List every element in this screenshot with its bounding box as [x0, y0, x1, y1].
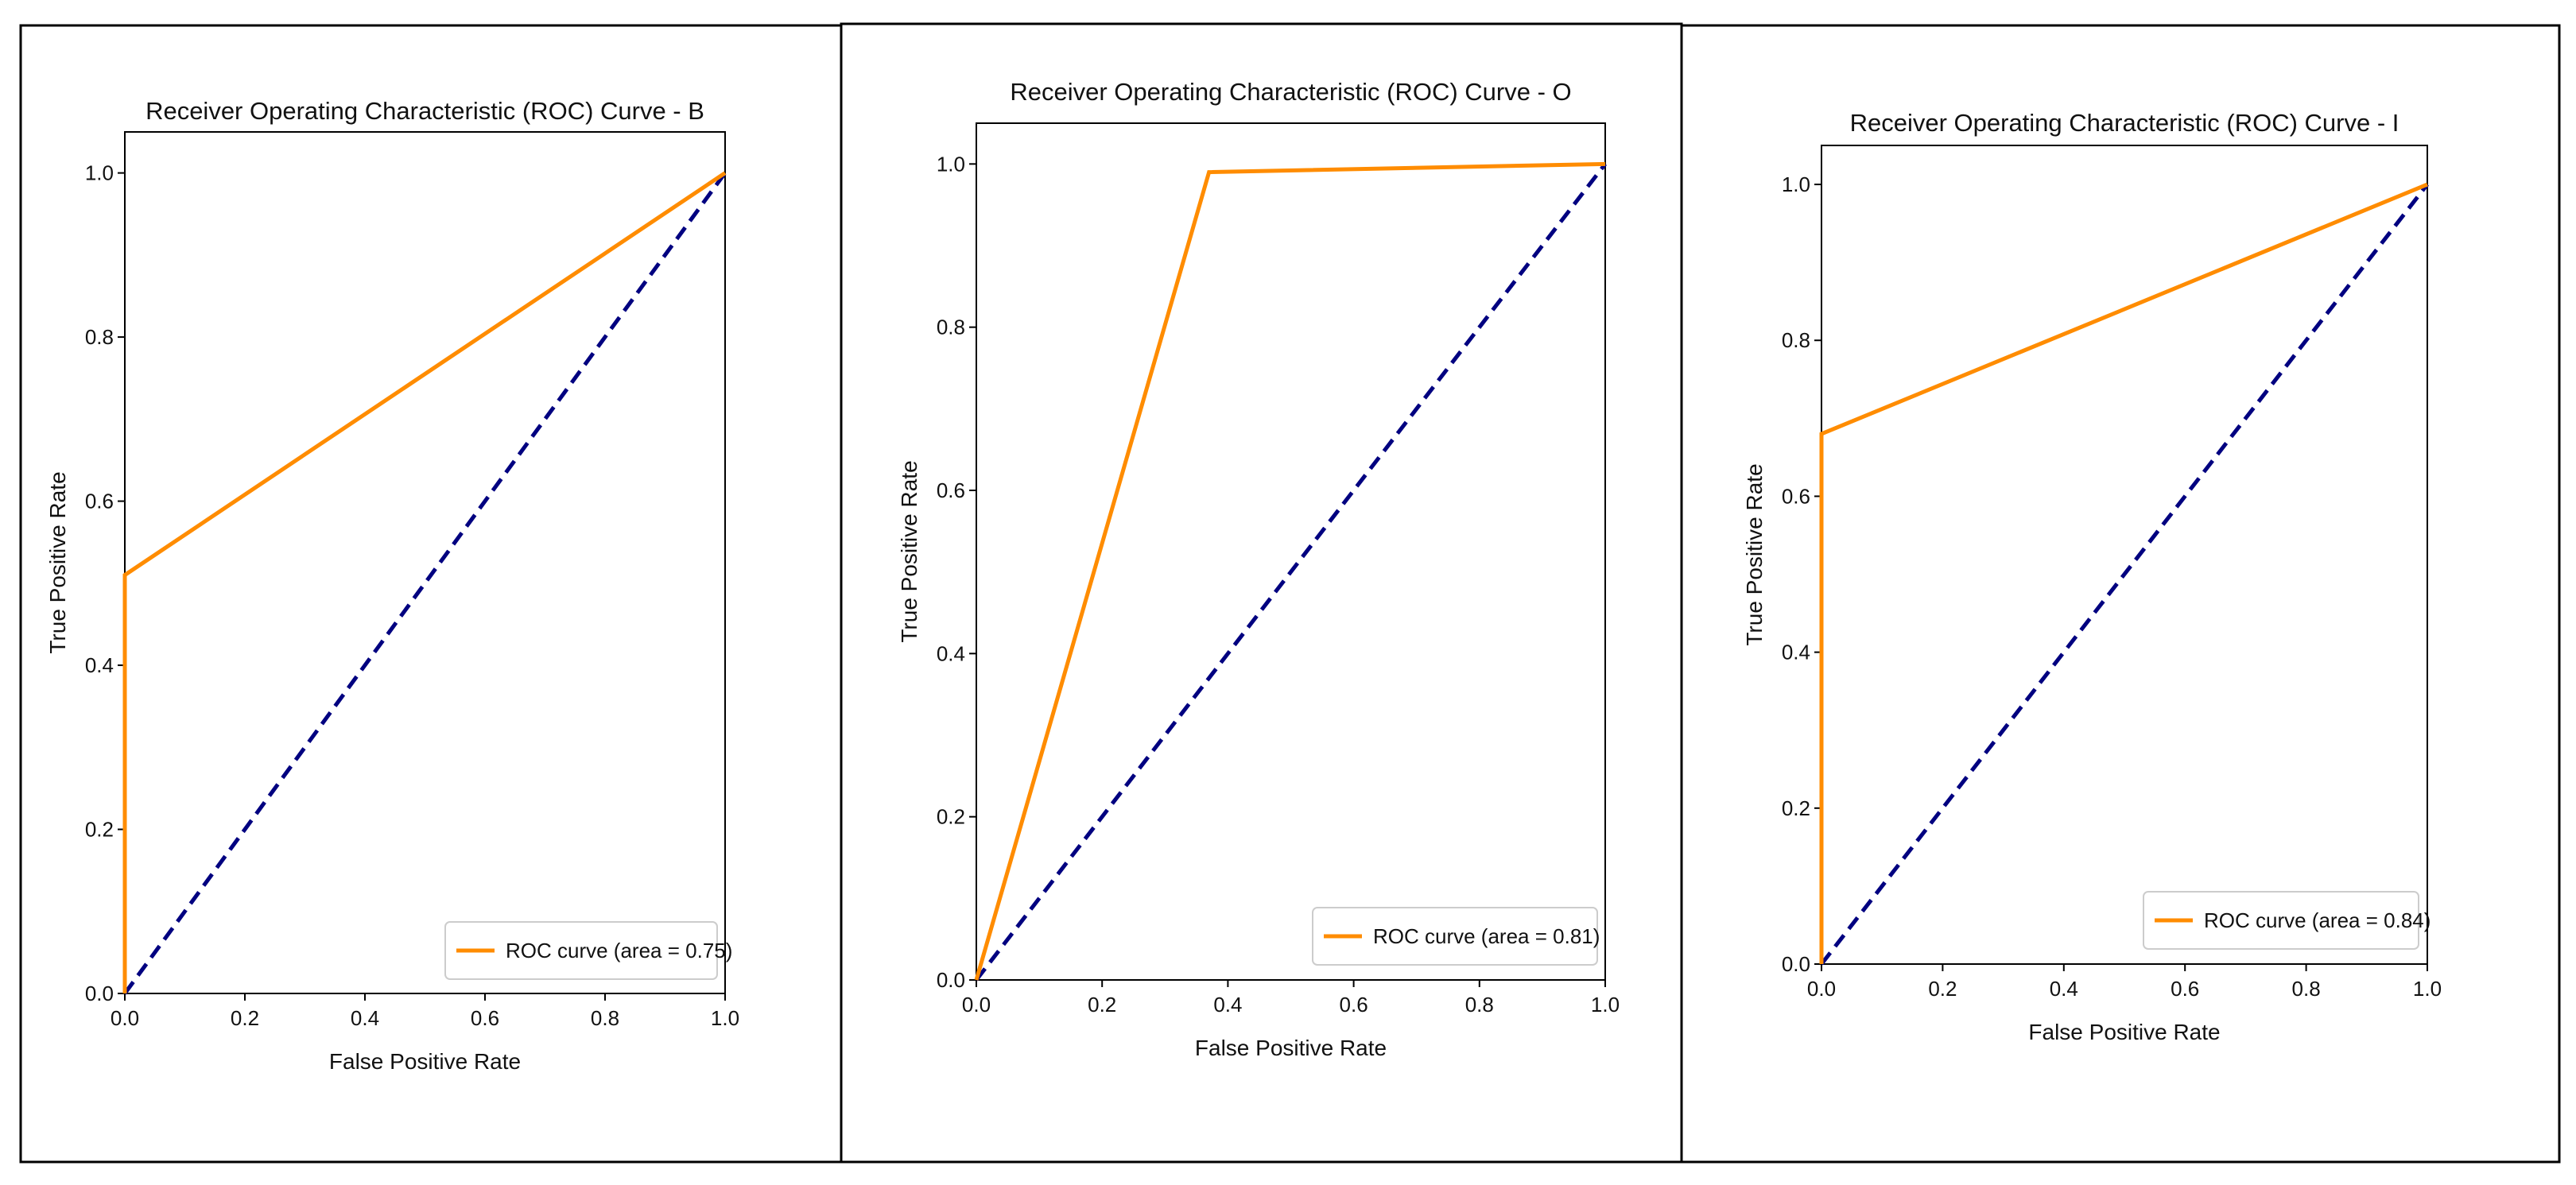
y-axis-label: True Positive Rate	[897, 460, 921, 642]
x-tick-label: 0.4	[2050, 977, 2078, 1001]
x-tick-label: 0.8	[2292, 977, 2321, 1001]
x-tick-label: 0.6	[1340, 993, 1368, 1017]
x-tick-label: 0.4	[351, 1006, 379, 1030]
chart-title: Receiver Operating Characteristic (ROC) …	[1010, 78, 1571, 106]
y-tick-label: 0.0	[85, 982, 114, 1005]
x-tick-label: 0.6	[471, 1006, 499, 1030]
x-tick-label: 0.4	[1213, 993, 1242, 1017]
y-tick-label: 0.4	[937, 641, 965, 665]
x-tick-label: 0.0	[962, 993, 991, 1017]
x-tick-label: 0.2	[1928, 977, 1957, 1001]
x-tick-label: 0.6	[2171, 977, 2199, 1001]
plot-area-frame	[124, 131, 726, 994]
y-tick-label: 0.0	[937, 968, 965, 992]
x-tick-label: 1.0	[2413, 977, 2442, 1001]
y-tick-label: 0.8	[937, 316, 965, 339]
y-tick-label: 1.0	[1782, 172, 1810, 196]
x-tick-label: 0.0	[1807, 977, 1836, 1001]
y-tick-label: 0.6	[1782, 484, 1810, 508]
panel-frame-b	[19, 24, 843, 1164]
x-axis-label: False Positive Rate	[1195, 1036, 1387, 1060]
y-axis-label: True Positive Rate	[1742, 463, 1767, 645]
y-axis-label: True Positive Rate	[45, 471, 70, 653]
x-tick-label: 1.0	[711, 1006, 739, 1030]
chart-title: Receiver Operating Characteristic (ROC) …	[1850, 109, 2399, 137]
roc-curve-line	[1819, 182, 2428, 964]
chart-title: Receiver Operating Characteristic (ROC) …	[145, 97, 704, 125]
y-tick-label: 0.6	[937, 478, 965, 502]
y-tick-label: 0.8	[85, 325, 114, 349]
plot-area-frame	[976, 122, 1606, 981]
roc-chart-o: Receiver Operating Characteristic (ROC) …	[897, 78, 1620, 1060]
legend-box	[1312, 907, 1598, 966]
x-tick-label: 0.8	[1465, 993, 1494, 1017]
roc-curve-line	[122, 171, 727, 993]
x-tick-label: 0.8	[591, 1006, 619, 1030]
y-tick-label: 0.4	[85, 653, 114, 677]
roc-curve-line	[974, 161, 1606, 981]
roc-chart-b: Receiver Operating Characteristic (ROC) …	[45, 97, 739, 1074]
chance-diagonal-line	[122, 172, 727, 995]
legend-box	[444, 921, 718, 980]
x-axis-label: False Positive Rate	[2028, 1020, 2220, 1044]
legend-box	[2143, 891, 2419, 950]
y-tick-label: 0.2	[85, 818, 114, 842]
plot-area-frame	[1821, 145, 2428, 965]
x-tick-label: 0.2	[1088, 993, 1116, 1017]
chance-diagonal-line	[975, 162, 1607, 982]
y-tick-label: 0.2	[1782, 796, 1810, 820]
y-tick-label: 1.0	[937, 152, 965, 176]
y-tick-label: 1.0	[85, 161, 114, 185]
x-axis-label: False Positive Rate	[329, 1049, 521, 1074]
x-tick-label: 0.2	[231, 1006, 259, 1030]
roc-chart-i: Receiver Operating Characteristic (ROC) …	[1742, 109, 2442, 1044]
legend-label: ROC curve (area = 0.75)	[506, 939, 732, 962]
panel-frame-o	[840, 22, 1683, 1164]
y-tick-label: 0.2	[937, 805, 965, 829]
legend-label: ROC curve (area = 0.84)	[2204, 908, 2431, 932]
y-tick-label: 0.4	[1782, 641, 1810, 664]
chance-diagonal-line	[1820, 183, 2429, 966]
x-tick-label: 1.0	[1591, 993, 1620, 1017]
x-tick-label: 0.0	[111, 1006, 139, 1030]
y-tick-label: 0.8	[1782, 328, 1810, 352]
panel-frame-i	[1680, 24, 2561, 1164]
legend-label: ROC curve (area = 0.81)	[1373, 924, 1600, 948]
y-tick-label: 0.0	[1782, 952, 1810, 976]
y-tick-label: 0.6	[85, 490, 114, 513]
